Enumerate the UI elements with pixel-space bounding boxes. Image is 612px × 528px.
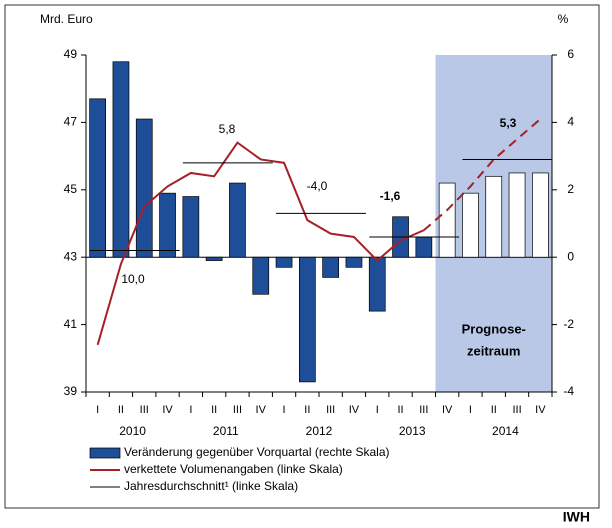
year-label: 2010 <box>119 424 146 438</box>
x-tick-label: III <box>233 404 242 416</box>
y-tick-label: 41 <box>64 317 78 331</box>
bar <box>205 256 223 261</box>
y2-tick-label: 4 <box>567 115 574 129</box>
bar <box>485 175 503 258</box>
x-tick-label: II <box>397 404 403 416</box>
year-label: 2014 <box>492 424 519 438</box>
y-tick-label: 43 <box>64 249 78 263</box>
x-tick-label: III <box>419 404 428 416</box>
legend-swatch <box>89 447 121 459</box>
legend-label: Veränderung gegenüber Vorquartal (rechte… <box>124 445 390 459</box>
y-tick-label: 39 <box>64 384 78 398</box>
y2-tick-label: -4 <box>563 384 574 398</box>
line-forecast <box>423 118 542 231</box>
y-axis-label: Mrd. Euro <box>40 12 93 26</box>
year-label: 2011 <box>213 424 239 438</box>
bar <box>438 182 456 258</box>
bar <box>322 256 339 278</box>
y-tick-label: 47 <box>64 115 78 129</box>
x-tick-label: III <box>326 404 335 416</box>
y2-tick-label: -2 <box>563 317 574 331</box>
y2-axis-label: % <box>558 12 569 26</box>
bar <box>112 61 130 258</box>
bar <box>135 118 153 258</box>
forecast-label: zeitraum <box>467 343 520 358</box>
x-tick-label: II <box>118 404 124 416</box>
annotation: -4,0 <box>307 179 328 193</box>
x-tick-label: II <box>304 404 310 416</box>
bar <box>252 256 270 295</box>
annotation: -1,6 <box>380 189 401 203</box>
legend-label: verkettete Volumenangaben (linke Skala) <box>124 462 343 476</box>
y-tick-label: 49 <box>64 47 78 61</box>
bar <box>182 196 200 258</box>
bar <box>275 256 293 268</box>
legend-label: Jahresdurchschnitt¹ (linke Skala) <box>124 479 298 493</box>
annotation: 10,0 <box>121 272 145 286</box>
bar <box>299 256 316 383</box>
x-tick-label: I <box>283 404 286 416</box>
year-label: 2013 <box>399 424 426 438</box>
bar <box>508 172 526 258</box>
y2-tick-label: 2 <box>567 182 574 196</box>
x-tick-label: III <box>512 404 521 416</box>
x-tick-label: I <box>96 404 99 416</box>
forecast-label: Prognose- <box>462 321 526 336</box>
x-tick-label: IV <box>535 404 546 416</box>
x-tick-label: I <box>189 404 192 416</box>
y2-tick-label: 0 <box>567 249 574 263</box>
frame <box>4 4 600 509</box>
bar <box>229 182 246 258</box>
bar <box>159 192 176 258</box>
annotation: 5,8 <box>219 122 236 136</box>
x-tick-label: IV <box>442 404 453 416</box>
source: IWH <box>563 509 590 525</box>
annotation: 5,3 <box>500 116 517 130</box>
bar <box>345 256 363 268</box>
y-tick-label: 45 <box>64 182 78 196</box>
x-tick-label: III <box>140 404 149 416</box>
x-tick-label: IV <box>162 404 173 416</box>
bar <box>462 192 479 258</box>
bar <box>89 98 107 258</box>
bar <box>415 236 433 258</box>
x-tick-label: IV <box>349 404 360 416</box>
x-tick-label: IV <box>256 404 267 416</box>
year-label: 2012 <box>306 424 333 438</box>
x-tick-label: II <box>491 404 497 416</box>
y2-tick-label: 6 <box>567 47 574 61</box>
line <box>96 141 425 346</box>
x-tick-label: II <box>211 404 217 416</box>
bar <box>368 256 386 312</box>
bar <box>531 172 549 258</box>
x-tick-label: I <box>376 404 379 416</box>
x-tick-label: I <box>469 404 472 416</box>
